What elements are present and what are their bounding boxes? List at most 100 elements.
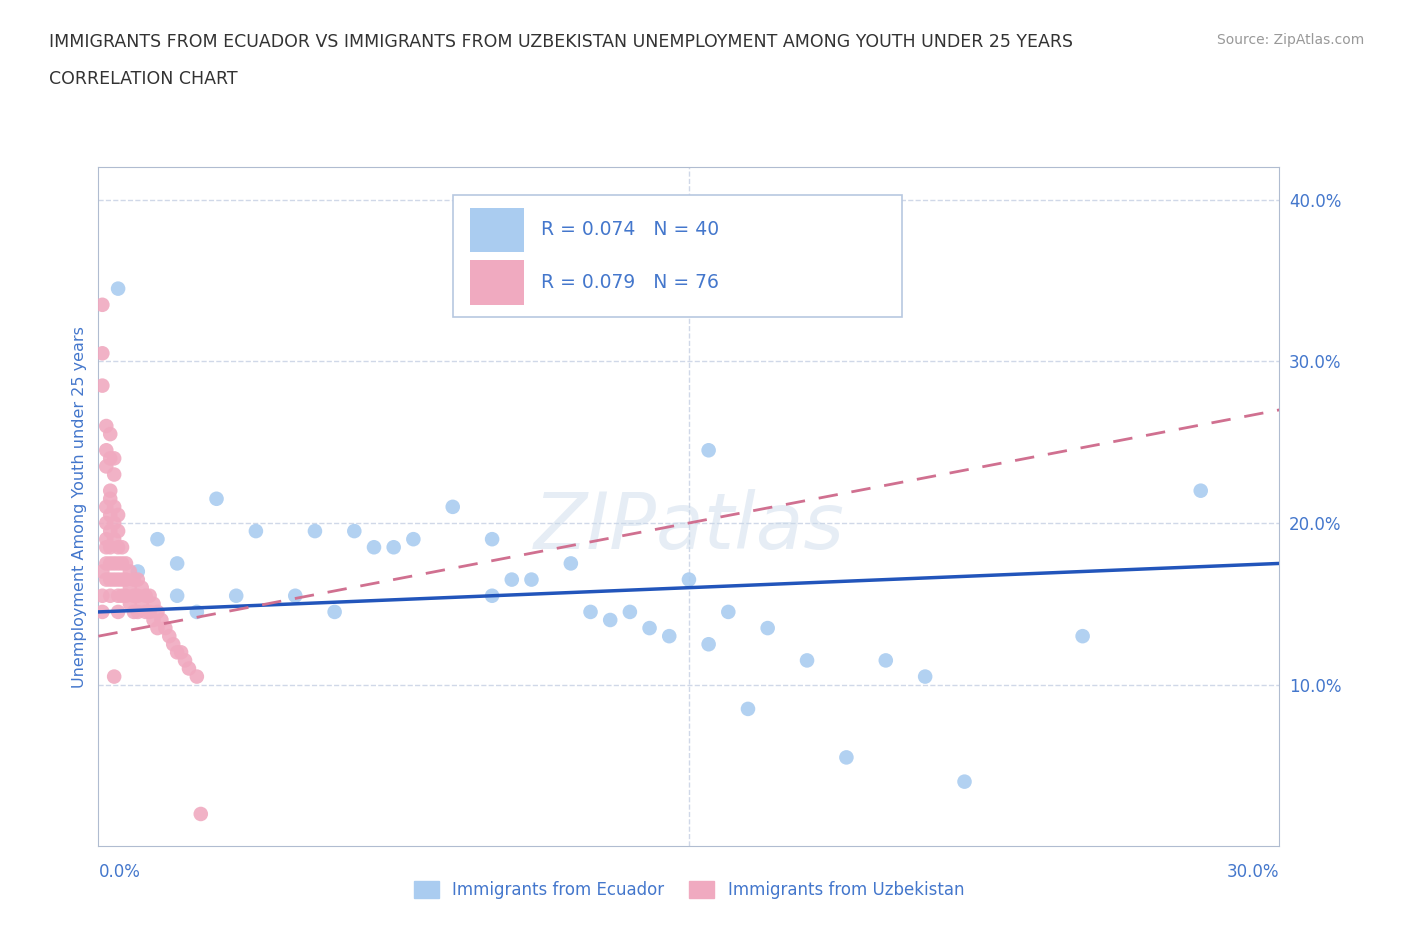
Point [560,556,582,571]
Point [363,539,385,554]
Point [166,556,188,571]
Point [245,524,267,538]
Point [103,532,125,547]
Point [103,515,125,530]
Point [96,572,118,587]
Point [122,589,145,604]
Point [174,653,197,668]
Point [875,653,897,668]
Point [107,508,129,523]
Text: ZIPatlas: ZIPatlas [533,489,845,565]
Text: R = 0.074   N = 40: R = 0.074 N = 40 [541,220,720,239]
Point [142,613,165,628]
Point [91,379,114,393]
Point [225,589,247,604]
Point [98,589,121,604]
Point [737,701,759,716]
Point [91,298,114,312]
Point [501,572,523,587]
Point [135,589,157,604]
Text: 30.0%: 30.0% [1227,863,1279,882]
Point [155,620,177,635]
Point [111,539,134,554]
Point [107,589,129,604]
Bar [471,208,523,252]
Point [579,604,602,619]
Point [135,604,157,619]
Point [382,539,405,554]
Point [953,774,976,789]
Point [127,572,149,587]
Point [835,750,858,764]
Text: 0.0%: 0.0% [98,863,141,882]
Point [103,467,125,482]
Point [146,532,169,547]
Text: R = 0.079   N = 76: R = 0.079 N = 76 [541,273,720,292]
Point [91,604,114,619]
Point [118,565,141,579]
Text: Source: ZipAtlas.com: Source: ZipAtlas.com [1216,33,1364,46]
Point [103,572,125,587]
Point [146,620,169,635]
Point [115,589,138,604]
Point [697,637,720,652]
Point [166,644,188,659]
Point [98,427,121,442]
Point [111,572,134,587]
Point [142,596,165,611]
Point [402,532,425,547]
Point [107,524,129,538]
Point [796,653,818,668]
Point [107,572,129,587]
Point [162,637,184,652]
Point [170,644,193,659]
Point [115,556,138,571]
FancyBboxPatch shape [453,194,901,317]
Point [98,539,121,554]
Point [678,572,700,587]
Point [98,484,121,498]
Point [127,604,149,619]
Point [96,499,118,514]
Point [107,604,129,619]
Point [96,459,118,474]
Point [138,604,160,619]
Point [98,524,121,538]
Point [717,604,740,619]
Point [520,572,543,587]
Point [190,806,212,821]
Point [107,556,129,571]
Point [166,589,188,604]
Point [91,589,114,604]
Point [138,589,160,604]
Point [658,629,681,644]
Point [111,556,134,571]
Point [118,596,141,611]
Point [1071,629,1094,644]
Point [481,532,503,547]
Point [205,491,228,506]
Text: CORRELATION CHART: CORRELATION CHART [49,70,238,87]
Point [323,604,346,619]
Point [150,613,173,628]
Point [98,491,121,506]
Point [103,670,125,684]
Point [96,418,118,433]
Point [96,539,118,554]
Point [343,524,366,538]
Point [103,451,125,466]
Point [186,670,208,684]
Point [103,499,125,514]
Text: IMMIGRANTS FROM ECUADOR VS IMMIGRANTS FROM UZBEKISTAN UNEMPLOYMENT AMONG YOUTH U: IMMIGRANTS FROM ECUADOR VS IMMIGRANTS FR… [49,33,1073,50]
Point [127,565,149,579]
Point [96,556,118,571]
Point [441,499,464,514]
Point [122,604,145,619]
Point [157,629,180,644]
Point [96,515,118,530]
Point [98,556,121,571]
Point [914,670,936,684]
Point [1189,484,1212,498]
Point [697,443,720,458]
Point [96,443,118,458]
